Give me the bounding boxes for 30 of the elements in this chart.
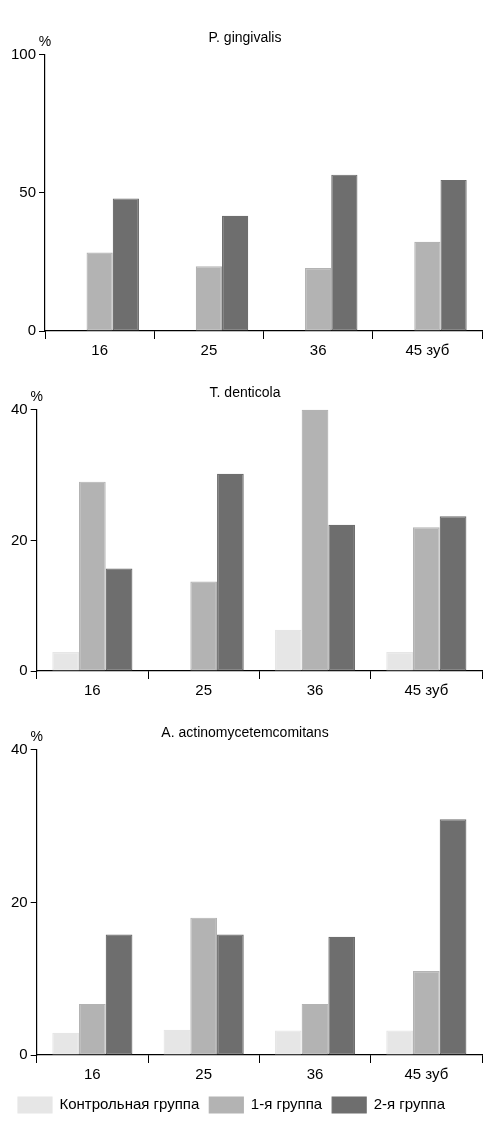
x-tick-label: 16: [84, 681, 101, 699]
x-tick-label: 45 зуб: [404, 681, 449, 699]
y-tick-label: 0: [27, 321, 37, 339]
x-tick-label: 45 зуб: [405, 341, 450, 359]
x-tick-label: 25: [195, 1065, 213, 1083]
legend-label: 2-я группа: [373, 1095, 446, 1113]
y-tick-label: 0: [19, 661, 28, 679]
y-axis-title: %: [38, 32, 52, 49]
y-tick-label: 20: [11, 892, 28, 910]
y-tick-label: 20: [11, 530, 28, 548]
y-axis-title: %: [30, 387, 43, 404]
x-tick-label: 36: [306, 681, 324, 699]
x-tick-label: 16: [84, 1065, 101, 1083]
chart-title: P. gingivalis: [208, 29, 282, 46]
x-tick-label: 36: [309, 341, 327, 359]
legend-label: Контрольная группа: [59, 1095, 200, 1113]
x-tick-label: 36: [306, 1065, 324, 1083]
chart-title: A. actinomycetemcomitans: [161, 724, 329, 741]
x-tick-label: 25: [195, 681, 213, 699]
y-tick-label: 40: [11, 399, 28, 417]
x-tick-label: 16: [91, 341, 108, 359]
chart-title: T. denticola: [209, 384, 281, 401]
y-axis-title: %: [30, 727, 43, 744]
y-tick-label: 50: [19, 183, 37, 201]
y-tick-label: 40: [11, 739, 28, 757]
x-tick-label: 25: [200, 341, 218, 359]
y-tick-label: 100: [11, 44, 37, 62]
x-tick-label: 45 зуб: [404, 1065, 449, 1083]
y-tick-label: 0: [19, 1045, 28, 1063]
legend-label: 1-я группа: [250, 1095, 323, 1113]
